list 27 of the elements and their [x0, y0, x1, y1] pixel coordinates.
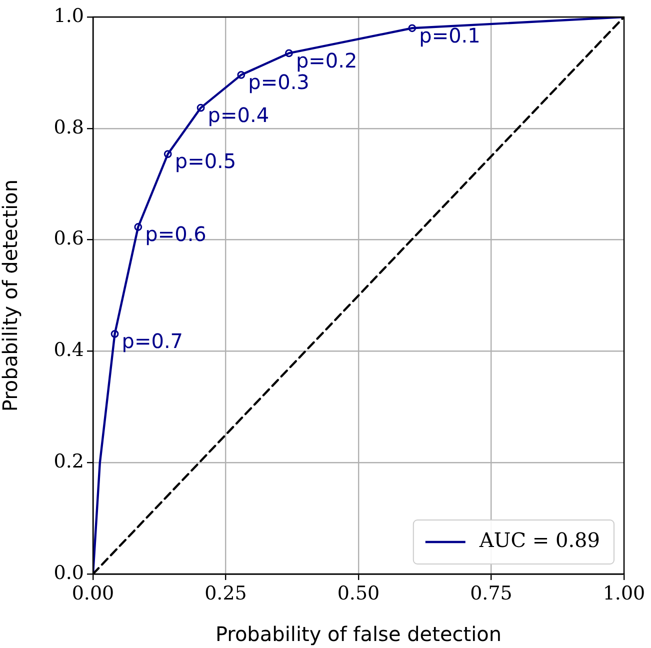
x-tick-label: 0.75 — [470, 582, 512, 604]
y-tick-label: 0.4 — [54, 339, 84, 362]
point — [408, 24, 416, 32]
point — [237, 70, 246, 79]
annotation: p=0.2 — [296, 48, 358, 72]
x-tick-label: 0.50 — [337, 582, 380, 604]
y-tick-label: 1.0 — [54, 4, 84, 27]
y-tick-label: 0.2 — [54, 450, 84, 473]
legend-label: AUC = 0.89 — [478, 528, 600, 552]
x-tick-label: 0.25 — [204, 582, 247, 604]
annotation: p=0.7 — [122, 329, 184, 354]
x-tick-label: 1.00 — [602, 582, 646, 604]
point — [134, 223, 142, 231]
annotation: p=0.6 — [145, 222, 206, 246]
point — [196, 104, 205, 112]
x-axis-title: Probability of false detection — [215, 622, 502, 646]
point — [110, 330, 119, 338]
annotation: p=0.5 — [174, 149, 236, 174]
annotation: p=0.1 — [419, 23, 480, 48]
y-tick-label: 0.0 — [54, 562, 84, 584]
point — [284, 49, 293, 58]
annotation: p=0.4 — [208, 102, 270, 127]
y-tick-label: 0.8 — [54, 116, 84, 138]
point — [164, 150, 172, 158]
x-tick-label: 0.00 — [72, 582, 114, 604]
y-tick-label: 0.6 — [54, 228, 84, 250]
y-axis-title: Probability of detection — [0, 179, 22, 412]
